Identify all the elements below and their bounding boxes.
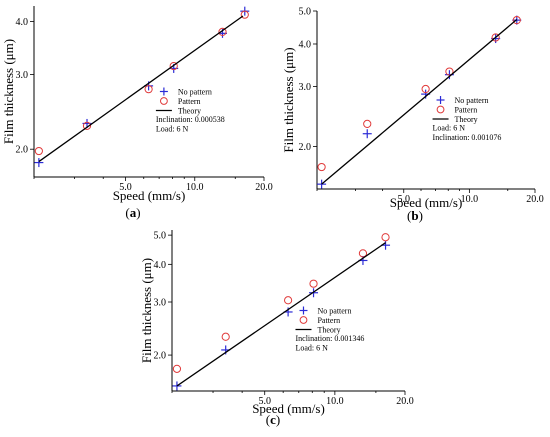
legend-entry: Pattern bbox=[317, 316, 340, 325]
panel-caption: (c) bbox=[266, 412, 280, 427]
x-tick-label: 20.0 bbox=[396, 396, 414, 407]
theory-line bbox=[176, 242, 386, 387]
legend-note: Load: 6 N bbox=[156, 125, 189, 134]
x-tick-label: 5.0 bbox=[258, 396, 271, 407]
x-tick-label: 10.0 bbox=[186, 182, 204, 193]
data-point-pattern bbox=[512, 16, 521, 25]
data-point-pattern bbox=[169, 61, 178, 71]
legend-entry: No pattern bbox=[455, 96, 489, 105]
y-axis-label: Film thickness (μm) bbox=[1, 39, 16, 144]
y-tick-label: 4.0 bbox=[299, 39, 312, 50]
data-point-pattern bbox=[218, 27, 227, 36]
legend-note: Inclination: 0.000538 bbox=[156, 115, 225, 124]
data-point-pattern bbox=[221, 332, 230, 341]
x-tick-label: 5.0 bbox=[119, 182, 132, 193]
legend-note: Load: 6 N bbox=[433, 124, 466, 133]
data-point-no-pattern bbox=[34, 158, 44, 168]
legend-entry: Theory bbox=[455, 115, 478, 124]
theory-line bbox=[38, 15, 244, 163]
legend-marker-pattern bbox=[160, 97, 168, 105]
data-point-pattern bbox=[421, 84, 430, 94]
y-axis-label: Film thickness (μm) bbox=[139, 258, 154, 363]
x-tick-label: 10.0 bbox=[461, 194, 479, 205]
theory-line bbox=[321, 19, 518, 185]
chart-panel-a: 5.0 10.0 20.0 2.0 3.0 4.0 Speed (mm/s) Film thi… bbox=[1, 6, 273, 220]
panel-caption: (a) bbox=[125, 205, 140, 220]
data-point-pattern bbox=[34, 146, 43, 156]
data-point-pattern bbox=[284, 296, 293, 305]
data-point-pattern bbox=[445, 67, 454, 76]
y-tick-label: 2.0 bbox=[299, 142, 312, 153]
legend-note: Inclination: 0.001076 bbox=[433, 133, 502, 142]
legend-entry: Theory bbox=[178, 107, 201, 116]
y-axis-label: Film thickness (μm) bbox=[281, 47, 296, 152]
data-point-pattern bbox=[358, 249, 368, 258]
legend-marker-pattern bbox=[436, 105, 445, 114]
legend-entry: No pattern bbox=[317, 307, 351, 316]
legend-entry: Theory bbox=[317, 326, 340, 335]
data-point-pattern bbox=[309, 279, 318, 288]
y-tick-label: 2.0 bbox=[16, 145, 29, 156]
legend-entry: Pattern bbox=[178, 97, 201, 106]
x-axis-label: Speed (mm/s) bbox=[390, 195, 463, 210]
legend-entry: Pattern bbox=[455, 106, 478, 115]
legend-marker-pattern bbox=[299, 316, 308, 324]
x-tick-label: 5.0 bbox=[398, 194, 411, 205]
x-tick-label: 10.0 bbox=[326, 396, 344, 407]
data-point-pattern bbox=[317, 162, 326, 172]
panel-caption: (b) bbox=[407, 208, 423, 223]
x-axis-label: Speed (mm/s) bbox=[113, 188, 186, 203]
y-tick-label: 3.0 bbox=[299, 82, 312, 93]
x-tick-label: 20.0 bbox=[526, 194, 544, 205]
data-point-pattern bbox=[144, 85, 153, 94]
y-tick-label: 5.0 bbox=[154, 231, 167, 242]
data-point-pattern bbox=[240, 10, 249, 19]
legend-note: Inclination: 0.001346 bbox=[295, 334, 364, 343]
data-point-no-pattern bbox=[362, 129, 372, 139]
y-tick-label: 3.0 bbox=[154, 298, 167, 309]
data-point-pattern bbox=[172, 364, 182, 373]
x-tick-label: 20.0 bbox=[255, 182, 273, 193]
data-point-pattern bbox=[491, 33, 500, 42]
legend-entry: No pattern bbox=[178, 88, 212, 97]
y-tick-label: 2.0 bbox=[154, 351, 167, 362]
y-tick-label: 5.0 bbox=[299, 7, 312, 18]
data-point-pattern bbox=[381, 233, 390, 242]
data-point-pattern bbox=[363, 119, 372, 128]
y-tick-label: 4.0 bbox=[154, 260, 167, 271]
y-tick-label: 4.0 bbox=[16, 17, 29, 28]
y-tick-label: 3.0 bbox=[16, 70, 29, 81]
data-point-pattern bbox=[82, 121, 92, 130]
x-axis-label: Speed (mm/s) bbox=[252, 401, 325, 416]
legend-note: Load: 6 N bbox=[295, 344, 328, 353]
